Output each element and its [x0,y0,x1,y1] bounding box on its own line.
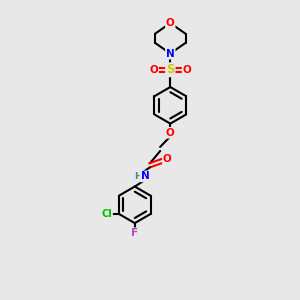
Text: S: S [166,63,175,76]
Text: Cl: Cl [101,209,112,219]
Text: O: O [166,128,175,138]
Text: F: F [131,228,138,238]
Text: O: O [149,65,158,75]
Text: O: O [183,65,191,75]
Text: O: O [166,18,175,28]
Text: N: N [140,171,149,182]
Text: H: H [133,172,141,181]
Text: O: O [163,154,172,164]
Text: N: N [166,49,175,58]
Text: H: H [134,172,142,181]
